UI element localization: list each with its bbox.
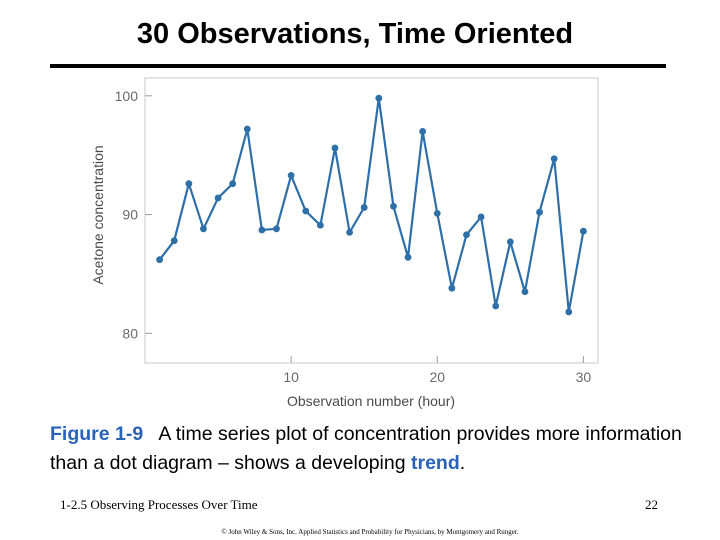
- caption-trend: trend: [411, 452, 460, 474]
- data-point: [185, 180, 193, 188]
- data-point: [170, 237, 178, 245]
- data-point: [536, 208, 543, 216]
- data-point: [273, 225, 280, 233]
- y-tick-label: 90: [122, 207, 138, 223]
- data-point: [565, 308, 573, 316]
- data-point: [258, 226, 266, 234]
- data-point: [302, 207, 310, 215]
- copyright-notice: © John Wiley & Sons, Inc. Applied Statis…: [221, 528, 519, 536]
- data-point: [404, 253, 412, 261]
- data-point: [433, 209, 441, 217]
- data-point: [390, 202, 397, 210]
- data-point: [200, 225, 207, 233]
- x-tick-label: 10: [283, 369, 299, 385]
- data-point: [419, 128, 427, 135]
- data-point: [214, 194, 222, 202]
- data-point: [492, 302, 500, 310]
- data-point: [243, 125, 251, 133]
- series-line: [158, 98, 585, 313]
- data-point: [156, 256, 164, 264]
- caption-end: .: [459, 452, 466, 474]
- caption-figure-number: Figure 1-9: [50, 423, 144, 445]
- page-number: 22: [645, 497, 658, 512]
- title-underline: [50, 64, 666, 68]
- x-tick-label: 30: [576, 369, 592, 385]
- data-point: [346, 228, 353, 236]
- y-axis-title: Acetone concentration: [90, 145, 106, 284]
- data-point: [506, 238, 514, 246]
- x-axis-title: Observation number (hour): [287, 393, 455, 409]
- y-axis-ticks: 80 90 100: [115, 88, 152, 341]
- data-point: [448, 284, 456, 292]
- x-axis-ticks: 10 20 30: [283, 356, 591, 385]
- data-point: [579, 227, 587, 235]
- caption-text: A time series plot of concentration prov…: [50, 423, 682, 474]
- plot-frame: [144, 77, 599, 364]
- data-point: [550, 155, 558, 163]
- data-point: [360, 204, 368, 211]
- slide-title: 30 Observations, Time Oriented: [136, 18, 574, 50]
- data-point: [477, 213, 485, 221]
- data-point: [229, 180, 237, 188]
- time-series-chart: 80 90 100 10 20 30 Observation number (hour)…: [90, 77, 599, 409]
- figure-caption: Figure 1-9 A time series plot of concent…: [50, 420, 690, 478]
- data-point: [463, 231, 470, 239]
- x-tick-label: 20: [429, 369, 445, 385]
- footer-section-label: 1-2.5 Observing Processes Over Time: [60, 497, 258, 512]
- y-tick-label: 80: [122, 325, 138, 341]
- data-point: [331, 144, 339, 152]
- data-point: [287, 171, 295, 179]
- data-point: [521, 288, 529, 296]
- data-point: [316, 221, 324, 229]
- series-points: [156, 94, 587, 316]
- data-point: [375, 94, 383, 102]
- y-tick-label: 100: [115, 88, 139, 104]
